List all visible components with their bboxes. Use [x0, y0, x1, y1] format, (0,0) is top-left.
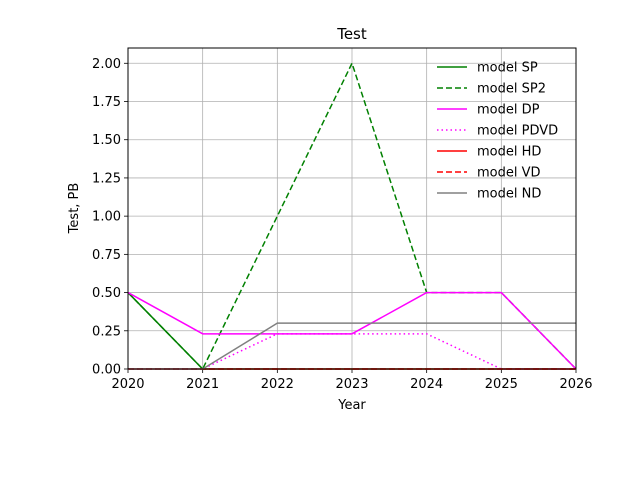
legend-label: model SP [477, 61, 538, 76]
x-tick-label: 2025 [485, 377, 518, 392]
legend-label: model HD [477, 145, 541, 160]
y-axis-ticks: 0.00 0.25 0.50 0.75 1.00 1.25 1.50 1.75 2.00 [92, 57, 128, 378]
y-tick-label: 0.25 [92, 324, 121, 339]
legend: model SP model SP2 model DP model PDVD model… [437, 61, 558, 202]
y-tick-label: 0.50 [92, 286, 121, 301]
y-tick-label: 1.50 [92, 133, 121, 148]
x-tick-label: 2021 [186, 377, 219, 392]
plot-frame [127, 47, 577, 370]
x-axis-ticks: 2020 2021 2022 2023 2024 2025 2026 [111, 369, 593, 392]
y-tick-label: 0.00 [92, 363, 121, 378]
x-tick-label: 2024 [410, 377, 443, 392]
y-tick-label: 1.00 [92, 210, 121, 225]
y-tick-label: 2.00 [92, 57, 121, 72]
x-axis-label: Year [337, 398, 366, 413]
legend-label: model PDVD [477, 124, 558, 139]
x-tick-label: 2022 [261, 377, 294, 392]
legend-label: model DP [477, 103, 540, 118]
grid [127, 48, 577, 370]
legend-label: model VD [477, 166, 541, 181]
y-axis-label: Test, PB [67, 183, 82, 235]
y-tick-label: 1.75 [92, 95, 121, 110]
x-tick-label: 2023 [335, 377, 368, 392]
y-tick-label: 1.25 [92, 171, 121, 186]
series-line-model-dp [127, 291, 577, 370]
legend-label: model SP2 [477, 82, 546, 97]
legend-label: model ND [477, 187, 541, 202]
x-tick-label: 2026 [559, 377, 592, 392]
y-tick-label: 0.75 [92, 248, 121, 263]
chart-title: Test [336, 25, 367, 43]
x-tick-label: 2020 [111, 377, 144, 392]
